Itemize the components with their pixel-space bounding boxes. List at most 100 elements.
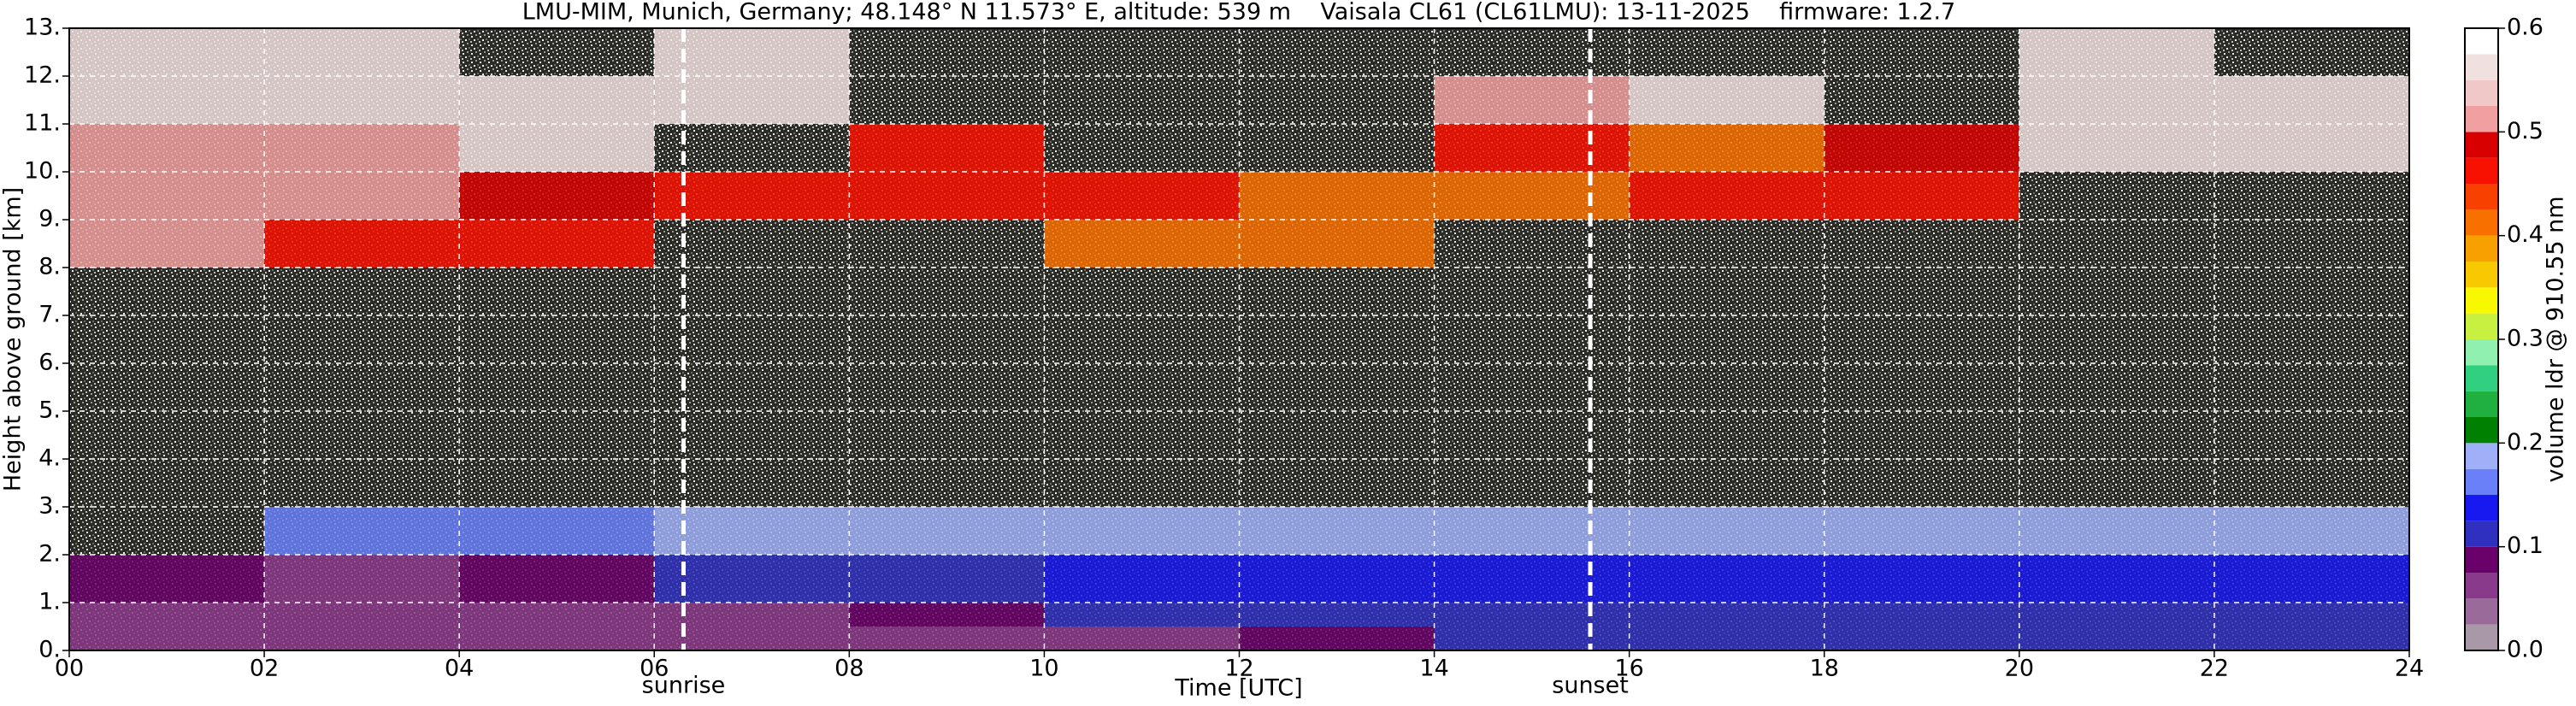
y-tick-label: 11. [24,110,61,137]
heatmap-cell [1824,627,2019,650]
heatmap-cell [654,507,850,555]
heatmap-cell [264,172,460,220]
heatmap-cell [1824,507,2019,555]
heatmap-cell [1824,603,2019,627]
y-tick-label: 3. [38,493,61,520]
heatmap-cell [264,76,460,124]
annotation-label: sunrise [642,673,726,699]
heatmap-cell [2019,603,2214,627]
heatmap-cell [459,603,655,627]
heatmap-cell [1044,220,1240,268]
heatmap-cell [69,603,265,627]
y-tick-label: 6. [38,350,61,376]
x-tick-label: 16 [1614,656,1643,682]
heatmap-cell [1824,555,2019,603]
heatmap-cell [69,28,265,76]
colorbar-swatch [2465,443,2498,469]
heatmap-cell [2019,76,2214,124]
y-tick-label: 5. [38,397,61,424]
y-tick-label: 4. [38,445,61,472]
colorbar-swatch [2465,546,2498,573]
heatmap-cell [1044,555,1240,603]
heatmap-cell [1044,172,1240,220]
x-tick-label: 14 [1419,656,1448,682]
plot-frame [68,27,2410,651]
colorbar-swatch [2465,313,2498,339]
heatmap-cell [264,555,460,603]
colorbar-tick-label: 0.4 [2507,221,2544,248]
heatmap-cell [459,555,655,603]
colorbar-swatch [2465,339,2498,366]
heatmap-cell [2019,627,2214,650]
x-tick-label: 24 [2395,656,2424,682]
heatmap-cell [264,220,460,268]
heatmap-cell [2213,124,2409,172]
heatmap-cell [459,124,655,172]
heatmap-cell [849,555,1045,603]
x-tick-label: 02 [250,656,279,682]
heatmap-cell [1629,172,1824,220]
heatmap-cell [654,603,850,627]
heatmap-cell [1239,507,1435,555]
y-tick-label: 10. [24,158,61,185]
heatmap-cell [1824,172,2019,220]
colorbar-swatch [2465,521,2498,547]
heatmap-cell [1434,507,1630,555]
heatmap-cell [2213,76,2409,124]
colorbar-swatch [2465,573,2498,599]
y-tick-label: 2. [38,541,61,568]
colorbar-swatch [2465,106,2498,132]
colorbar-swatch [2465,54,2498,80]
colorbar-swatch [2465,28,2498,55]
colorbar-swatch [2465,132,2498,158]
x-tick-label: 06 [640,656,669,682]
colorbar-tick-label: 0.6 [2507,15,2544,41]
heatmap-cell [654,28,850,76]
y-tick-label: 1. [38,589,61,615]
heatmap-cell [459,76,655,124]
heatmap-cell [69,76,265,124]
y-axis-label: Height above ground [km] [0,187,27,491]
heatmap-cell [1239,220,1435,268]
y-tick-label: 9. [38,206,61,232]
heatmap-cell [2019,28,2214,76]
heatmap-cell [264,627,460,650]
colorbar-tick-label: 0.1 [2507,532,2544,559]
heatmap-cell [1239,603,1435,627]
heatmap-cell [459,220,655,268]
heatmap-cell [849,627,1045,650]
colorbar-tick-label: 0.0 [2507,637,2544,663]
heatmap-cell [1434,627,1630,650]
heatmap-cell [1044,627,1240,650]
heatmap-cell [1434,603,1630,627]
x-tick-label: 00 [55,656,84,682]
heatmap-cell [1239,555,1435,603]
heatmap-cell [849,124,1045,172]
heatmap-cell [2213,627,2409,650]
colorbar-swatch [2465,209,2498,236]
y-tick-label: 8. [38,254,61,280]
y-tick-label: 12. [24,62,61,89]
colorbar-swatch [2465,495,2498,521]
heatmap-cell [1629,555,1824,603]
heatmap-cell [264,28,460,76]
y-tick-label: 13. [24,15,61,41]
heatmap-cell [2213,555,2409,603]
heatmap-cell [849,603,1045,627]
x-tick-label: 22 [2200,656,2229,682]
heatmap-cell [2019,507,2214,555]
heatmap-cell [1434,124,1630,172]
heatmap-cell [654,555,850,603]
heatmap-cell [1044,507,1240,555]
colorbar-swatch [2465,624,2498,650]
x-tick-label: 08 [834,656,864,682]
heatmap-cell [654,172,850,220]
heatmap-cell [264,603,460,627]
heatmap-cell [69,220,265,268]
colorbar-swatch [2465,79,2498,106]
colorbar-swatch [2465,262,2498,288]
y-tick-label: 0. [38,637,61,663]
colorbar-label: volume ldr @ 910.55 nm [2543,197,2569,483]
y-tick-label: 7. [38,302,61,328]
heatmap-cell [69,627,265,650]
